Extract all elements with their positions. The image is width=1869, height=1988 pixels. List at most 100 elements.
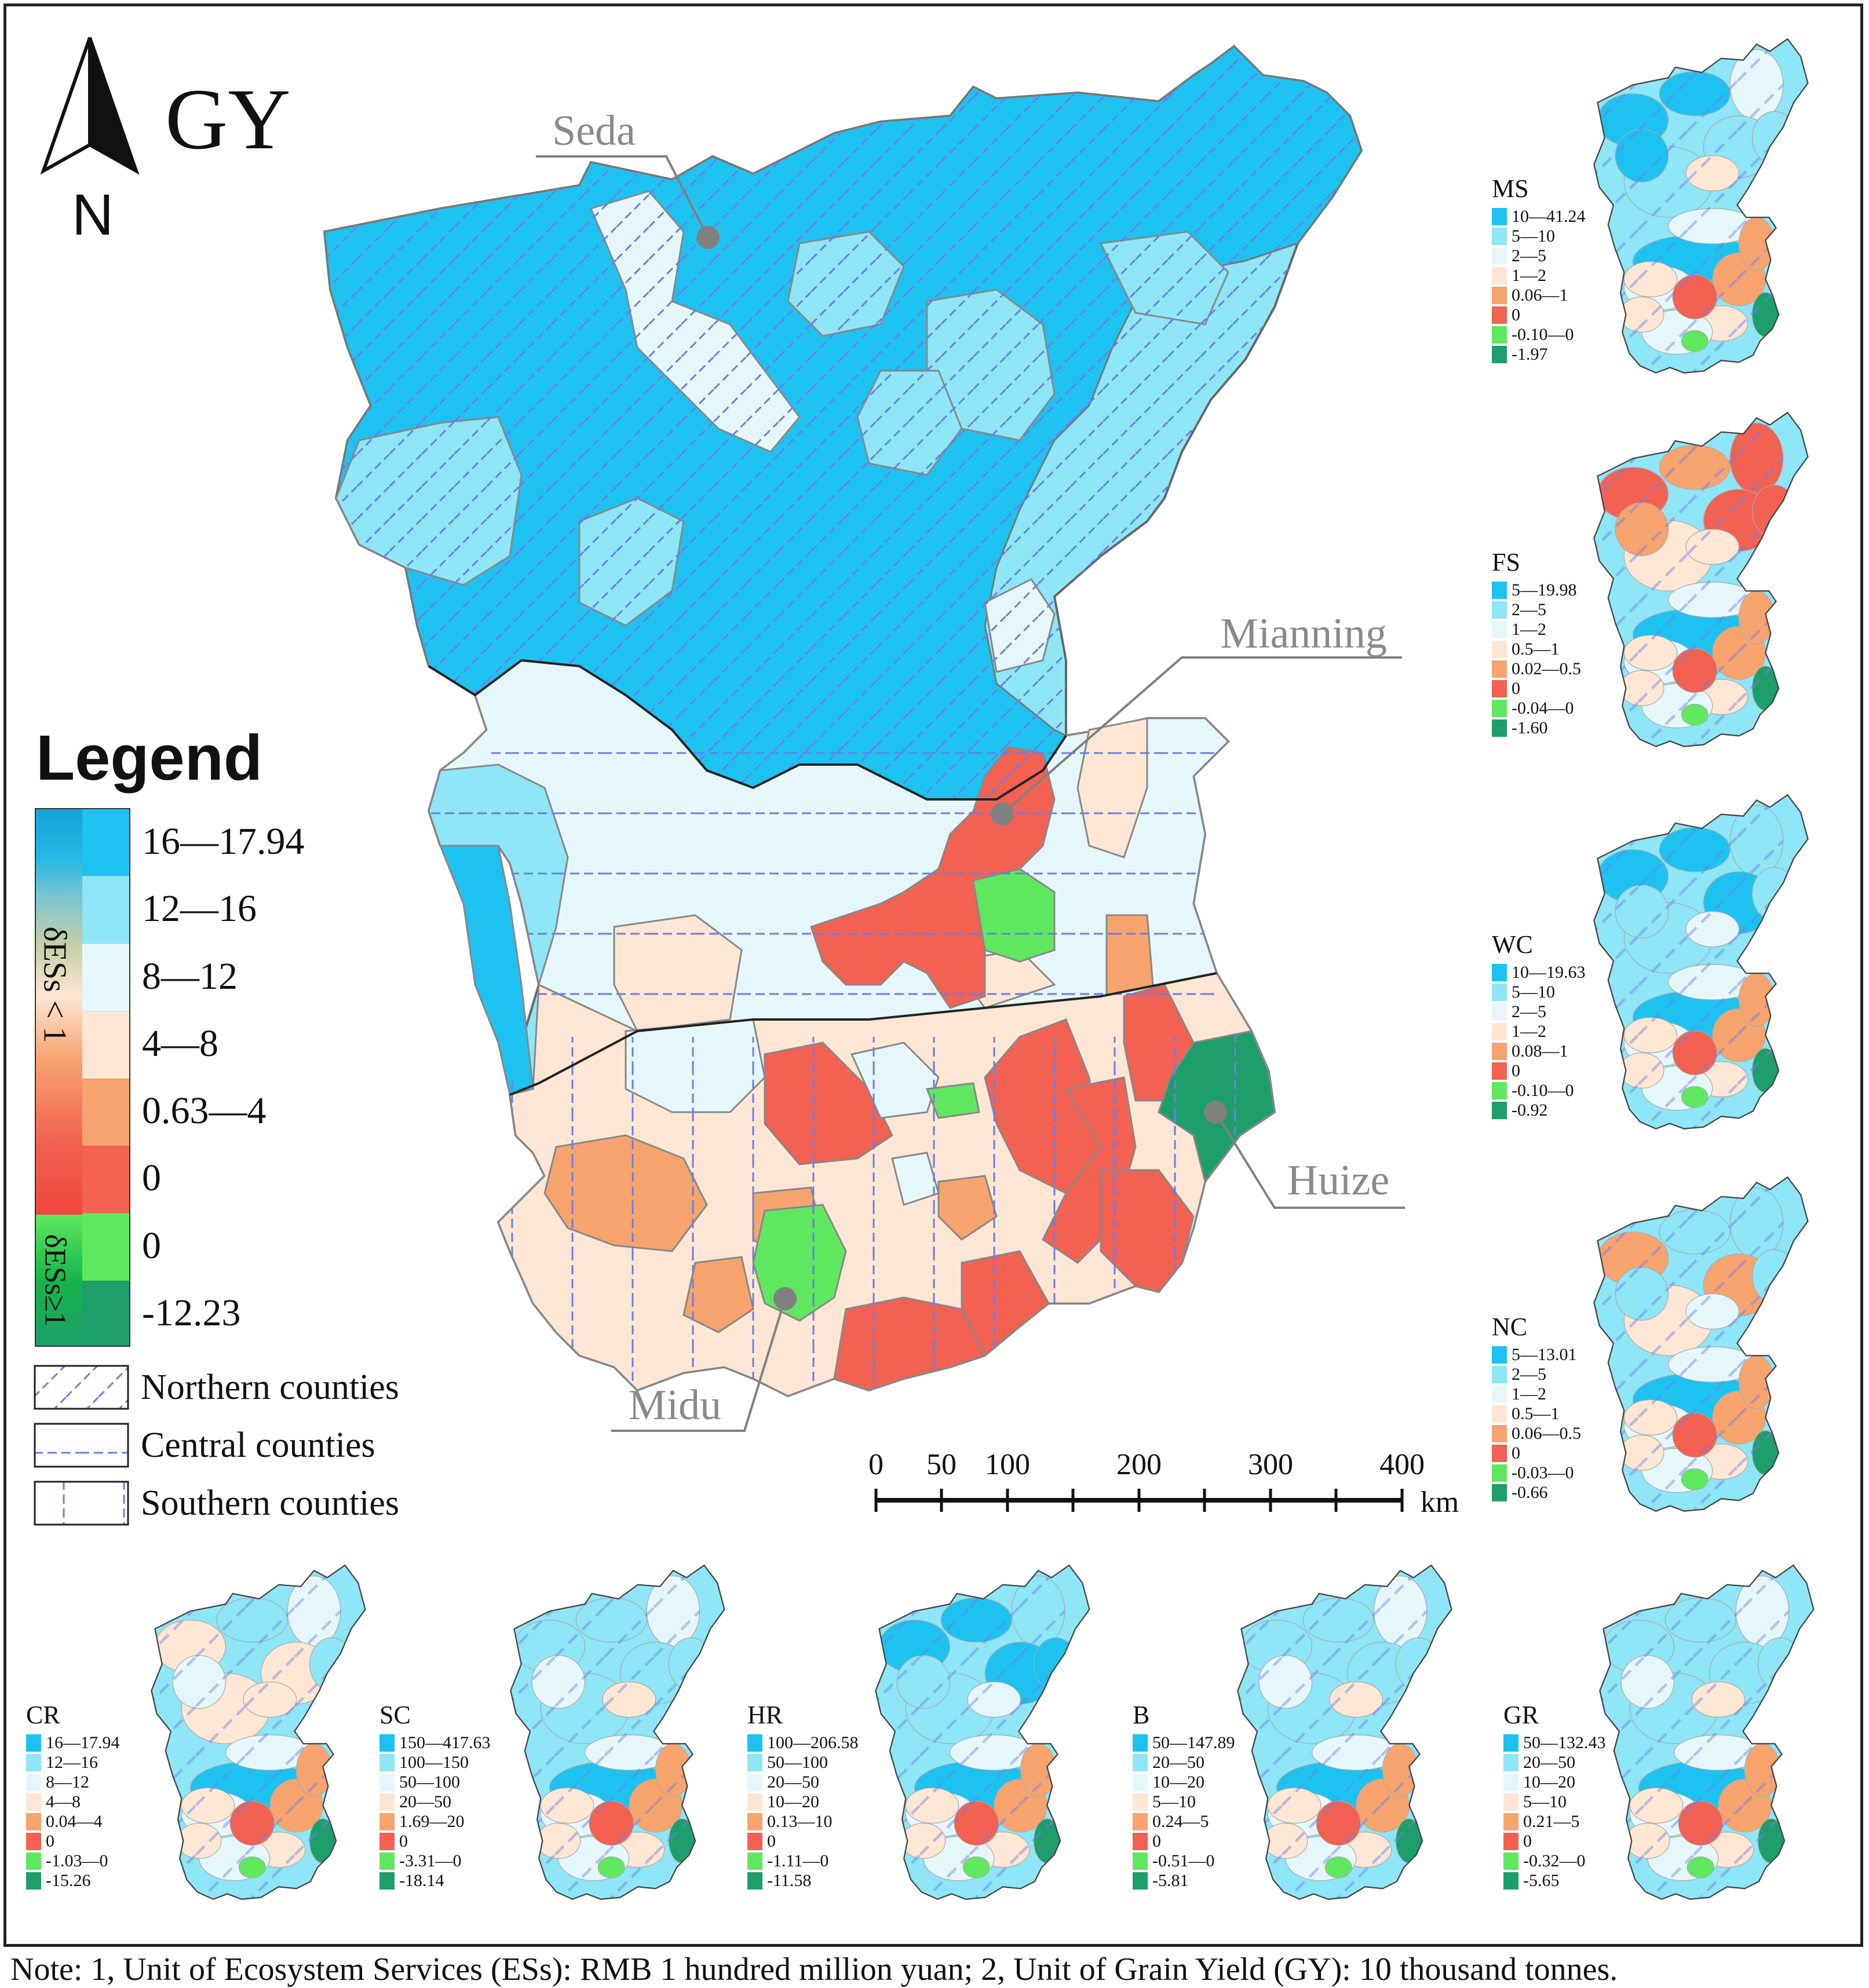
small-legend-row: 10—20 [747, 1792, 898, 1812]
small-legend-row: 10—41.24 [1492, 207, 1642, 226]
small-legend-row: 0.06—1 [1492, 286, 1642, 305]
small-legend-swatch [1492, 208, 1507, 225]
callout-seda: Seda [536, 107, 720, 249]
small-legend-label: 20—50 [399, 1792, 451, 1811]
small-legend-swatch [1492, 984, 1507, 1001]
small-legend-row: 0 [1492, 1444, 1642, 1463]
small-legend-label: 10—20 [767, 1792, 819, 1811]
small-legend-row: 2—5 [1492, 246, 1642, 266]
small-legend-row: 5—10 [1492, 982, 1642, 1002]
small-legend-swatch [1492, 1386, 1507, 1403]
small-legend-label: -15.26 [46, 1871, 91, 1890]
small-legend-swatch [1492, 306, 1507, 324]
small-legend-row: 1—2 [1492, 266, 1642, 286]
small-legend-row: 0 [1492, 305, 1642, 325]
small-legend-swatch [1503, 1872, 1518, 1890]
small-legend-swatch [26, 1833, 41, 1850]
small-legend-row: -1.97 [1492, 345, 1642, 364]
small-legend-swatch [26, 1872, 41, 1890]
small-legend-label: 0 [46, 1832, 54, 1851]
small-legend-label: 150—417.63 [399, 1733, 491, 1752]
small-legend-label: -5.81 [1152, 1871, 1189, 1890]
small-legend-label: -11.58 [767, 1871, 812, 1890]
small-legend-swatch [379, 1793, 395, 1811]
small-legend-label: 2—5 [1512, 1365, 1546, 1384]
small-map-outline [1593, 38, 1809, 374]
small-legend-row: 0.5—1 [1492, 639, 1642, 659]
small-legend-label: -0.04—0 [1512, 699, 1574, 718]
small-legend-swatch [1492, 1425, 1507, 1442]
small-legend-row: 0 [379, 1832, 530, 1851]
small-legend-row: 0.13—10 [747, 1812, 898, 1832]
small-legend-label: 50—147.89 [1152, 1733, 1235, 1752]
small-legend-swatch [379, 1872, 395, 1890]
small-legend-swatch [1492, 228, 1507, 245]
svg-text:Seda: Seda [552, 107, 636, 155]
small-legend-label: 0 [1152, 1832, 1161, 1851]
small-legend-row: 12—16 [26, 1753, 177, 1773]
small-legend-swatch [1503, 1852, 1518, 1870]
small-legend-label: -0.03—0 [1512, 1463, 1574, 1482]
small-legend-label: 5—13.01 [1512, 1345, 1577, 1364]
small-legend-row: 50—147.89 [1133, 1733, 1283, 1753]
small-map-outline [1593, 411, 1809, 747]
small-map-title: NC [1492, 1313, 1528, 1341]
north-arrow-icon: N [40, 37, 140, 243]
small-legend-label: 100—206.58 [767, 1733, 859, 1752]
small-legend-swatch [1492, 287, 1507, 304]
small-legend-label: 0 [1512, 679, 1520, 698]
small-legend-label: 10—19.63 [1512, 963, 1586, 982]
small-legend-label: 20—50 [1152, 1753, 1204, 1772]
small-legend-row: 5—13.01 [1492, 1345, 1642, 1365]
small-map-outline [510, 1564, 725, 1900]
small-legend-label: -0.92 [1512, 1101, 1548, 1120]
svg-text:Huize: Huize [1287, 1157, 1390, 1204]
small-legend-row: 150—417.63 [379, 1733, 530, 1753]
small-legend-swatch [1492, 582, 1507, 599]
callout-mianning: Mianning [991, 610, 1402, 825]
small-map-hr [875, 1564, 1090, 1900]
small-legend-label: 16—17.94 [46, 1733, 120, 1752]
callout-huize: Huize [1204, 1101, 1405, 1209]
small-legend-swatch [379, 1754, 395, 1771]
map-title: GY [165, 71, 291, 167]
small-legend-swatch [747, 1734, 762, 1752]
small-map-legend: NC 5—13.01 2—5 1—2 0.5—1 0.06—0.5 0 -0.03—0 -0.6… [1492, 1312, 1642, 1503]
small-map-legend: HR 100—206.58 50—100 20—50 10—20 0.13—10 0 -1.1… [747, 1700, 898, 1891]
legend-swatch [82, 1078, 129, 1146]
small-legend-row: 2—5 [1492, 1002, 1642, 1022]
small-legend-label: -0.66 [1512, 1483, 1548, 1502]
small-legend-label: 0 [1512, 1061, 1520, 1080]
scale-tick-0: 0 [868, 1448, 884, 1481]
small-legend-row: 1—2 [1492, 1022, 1642, 1041]
zone-boundary-north-central [428, 659, 1067, 801]
small-legend-row: 20—50 [1133, 1753, 1283, 1773]
small-legend-swatch [1492, 621, 1507, 638]
small-legend-swatch [1492, 1405, 1507, 1423]
pattern-swatch [34, 1423, 129, 1468]
small-legend-swatch [26, 1734, 41, 1752]
small-legend-label: 0.02—0.5 [1512, 659, 1581, 678]
legend-gradient-lt1 [36, 809, 82, 1215]
small-legend-swatch [1133, 1813, 1148, 1830]
small-map-title: FS [1492, 548, 1520, 576]
small-legend-label: 0 [1512, 1444, 1520, 1463]
small-legend-row: 100—150 [379, 1753, 530, 1773]
small-legend-label: 8—12 [46, 1773, 89, 1792]
small-legend-row: 4—8 [26, 1792, 177, 1812]
small-legend-row: 0.21—5 [1503, 1812, 1654, 1832]
small-legend-label: 5—10 [1512, 226, 1555, 246]
small-legend-swatch [1492, 326, 1507, 343]
small-legend-swatch [1492, 1003, 1507, 1021]
small-legend-row: 5—10 [1133, 1792, 1283, 1812]
small-map-gr [1599, 1564, 1815, 1900]
pattern-legend-row: Central counties [34, 1419, 375, 1471]
small-legend-swatch [1503, 1754, 1518, 1771]
small-legend-label: 4—8 [46, 1792, 81, 1811]
small-legend-row: 0 [747, 1832, 898, 1851]
small-legend-label: 0.24—5 [1152, 1812, 1209, 1831]
small-legend-row: -0.66 [1492, 1483, 1642, 1503]
small-legend-swatch [747, 1813, 762, 1830]
pattern-legend-row: Northern counties [34, 1361, 399, 1413]
small-legend-label: 2—5 [1512, 600, 1546, 619]
